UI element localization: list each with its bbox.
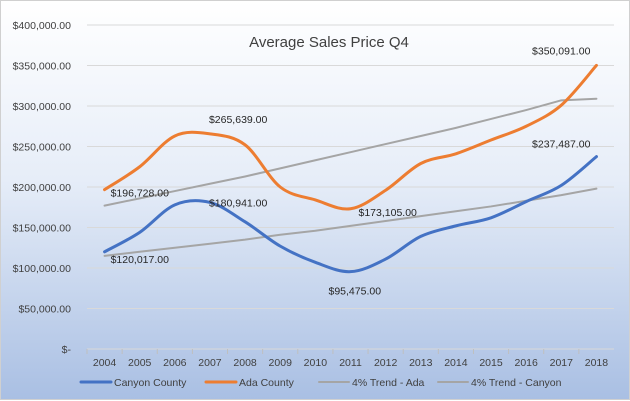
data-label: $196,728.00 bbox=[111, 188, 170, 200]
data-label: $265,639.00 bbox=[209, 114, 268, 126]
data-labels: $120,017.00 $180,941.00 $95,475.00 $237,487… bbox=[111, 45, 591, 297]
y-tick-label: $- bbox=[62, 344, 72, 356]
x-tick-label: 2012 bbox=[374, 357, 398, 369]
y-tick-label: $250,000.00 bbox=[13, 142, 72, 154]
x-tick-label: 2010 bbox=[304, 357, 328, 369]
x-tick-label: 2009 bbox=[269, 357, 293, 369]
legend-label: 4% Trend - Ada bbox=[352, 377, 425, 389]
y-tick-label: $50,000.00 bbox=[18, 304, 71, 316]
series-line-ada-county bbox=[103, 63, 598, 211]
series-lines bbox=[103, 63, 598, 274]
data-label: $173,105.00 bbox=[359, 207, 418, 219]
x-tick-label: 2004 bbox=[93, 357, 117, 369]
data-label: $180,941.00 bbox=[209, 197, 268, 209]
x-tick-label: 2007 bbox=[198, 357, 222, 369]
x-tick-label: 2015 bbox=[479, 357, 503, 369]
x-tick-label: 2016 bbox=[514, 357, 538, 369]
x-tick-label: 2014 bbox=[444, 357, 468, 369]
y-tick-label: $350,000.00 bbox=[13, 61, 72, 73]
series-line-4-trend-ada bbox=[103, 97, 598, 207]
y-tick-label: $400,000.00 bbox=[13, 20, 72, 32]
x-tick-label: 2018 bbox=[585, 357, 609, 369]
x-tick-label: 2011 bbox=[339, 357, 362, 369]
legend-label: Ada County bbox=[239, 377, 295, 389]
y-axis-tick-labels: $- $50,000.00 $100,000.00 $150,000.00 $200,0… bbox=[13, 20, 72, 356]
y-tick-label: $300,000.00 bbox=[13, 101, 72, 113]
x-tick-label: 2008 bbox=[233, 357, 257, 369]
legend-label: 4% Trend - Canyon bbox=[471, 377, 562, 389]
series-line-canyon-county bbox=[103, 155, 598, 274]
legend-label: Canyon County bbox=[114, 377, 187, 389]
data-label: $120,017.00 bbox=[111, 254, 170, 266]
data-label: $95,475.00 bbox=[329, 286, 382, 298]
x-tick-label: 2006 bbox=[163, 357, 187, 369]
x-axis-tick-labels: 2004 2005 2006 2007 2008 2009 2010 2011 2012 2013… bbox=[86, 349, 609, 369]
series-line-4-trend-canyon bbox=[103, 187, 598, 257]
data-label: $350,091.00 bbox=[532, 45, 591, 57]
legend: Canyon County Ada County 4% Trend - Ada 4% … bbox=[79, 377, 562, 389]
chart-title: Average Sales Price Q4 bbox=[249, 34, 409, 51]
y-tick-label: $150,000.00 bbox=[13, 223, 72, 235]
y-tick-label: $100,000.00 bbox=[13, 263, 72, 275]
x-tick-label: 2005 bbox=[128, 357, 152, 369]
y-tick-label: $200,000.00 bbox=[13, 182, 72, 194]
x-tick-label: 2017 bbox=[550, 357, 574, 369]
gridlines bbox=[87, 24, 614, 350]
data-label: $237,487.00 bbox=[532, 139, 591, 151]
x-tick-label: 2013 bbox=[409, 357, 433, 369]
